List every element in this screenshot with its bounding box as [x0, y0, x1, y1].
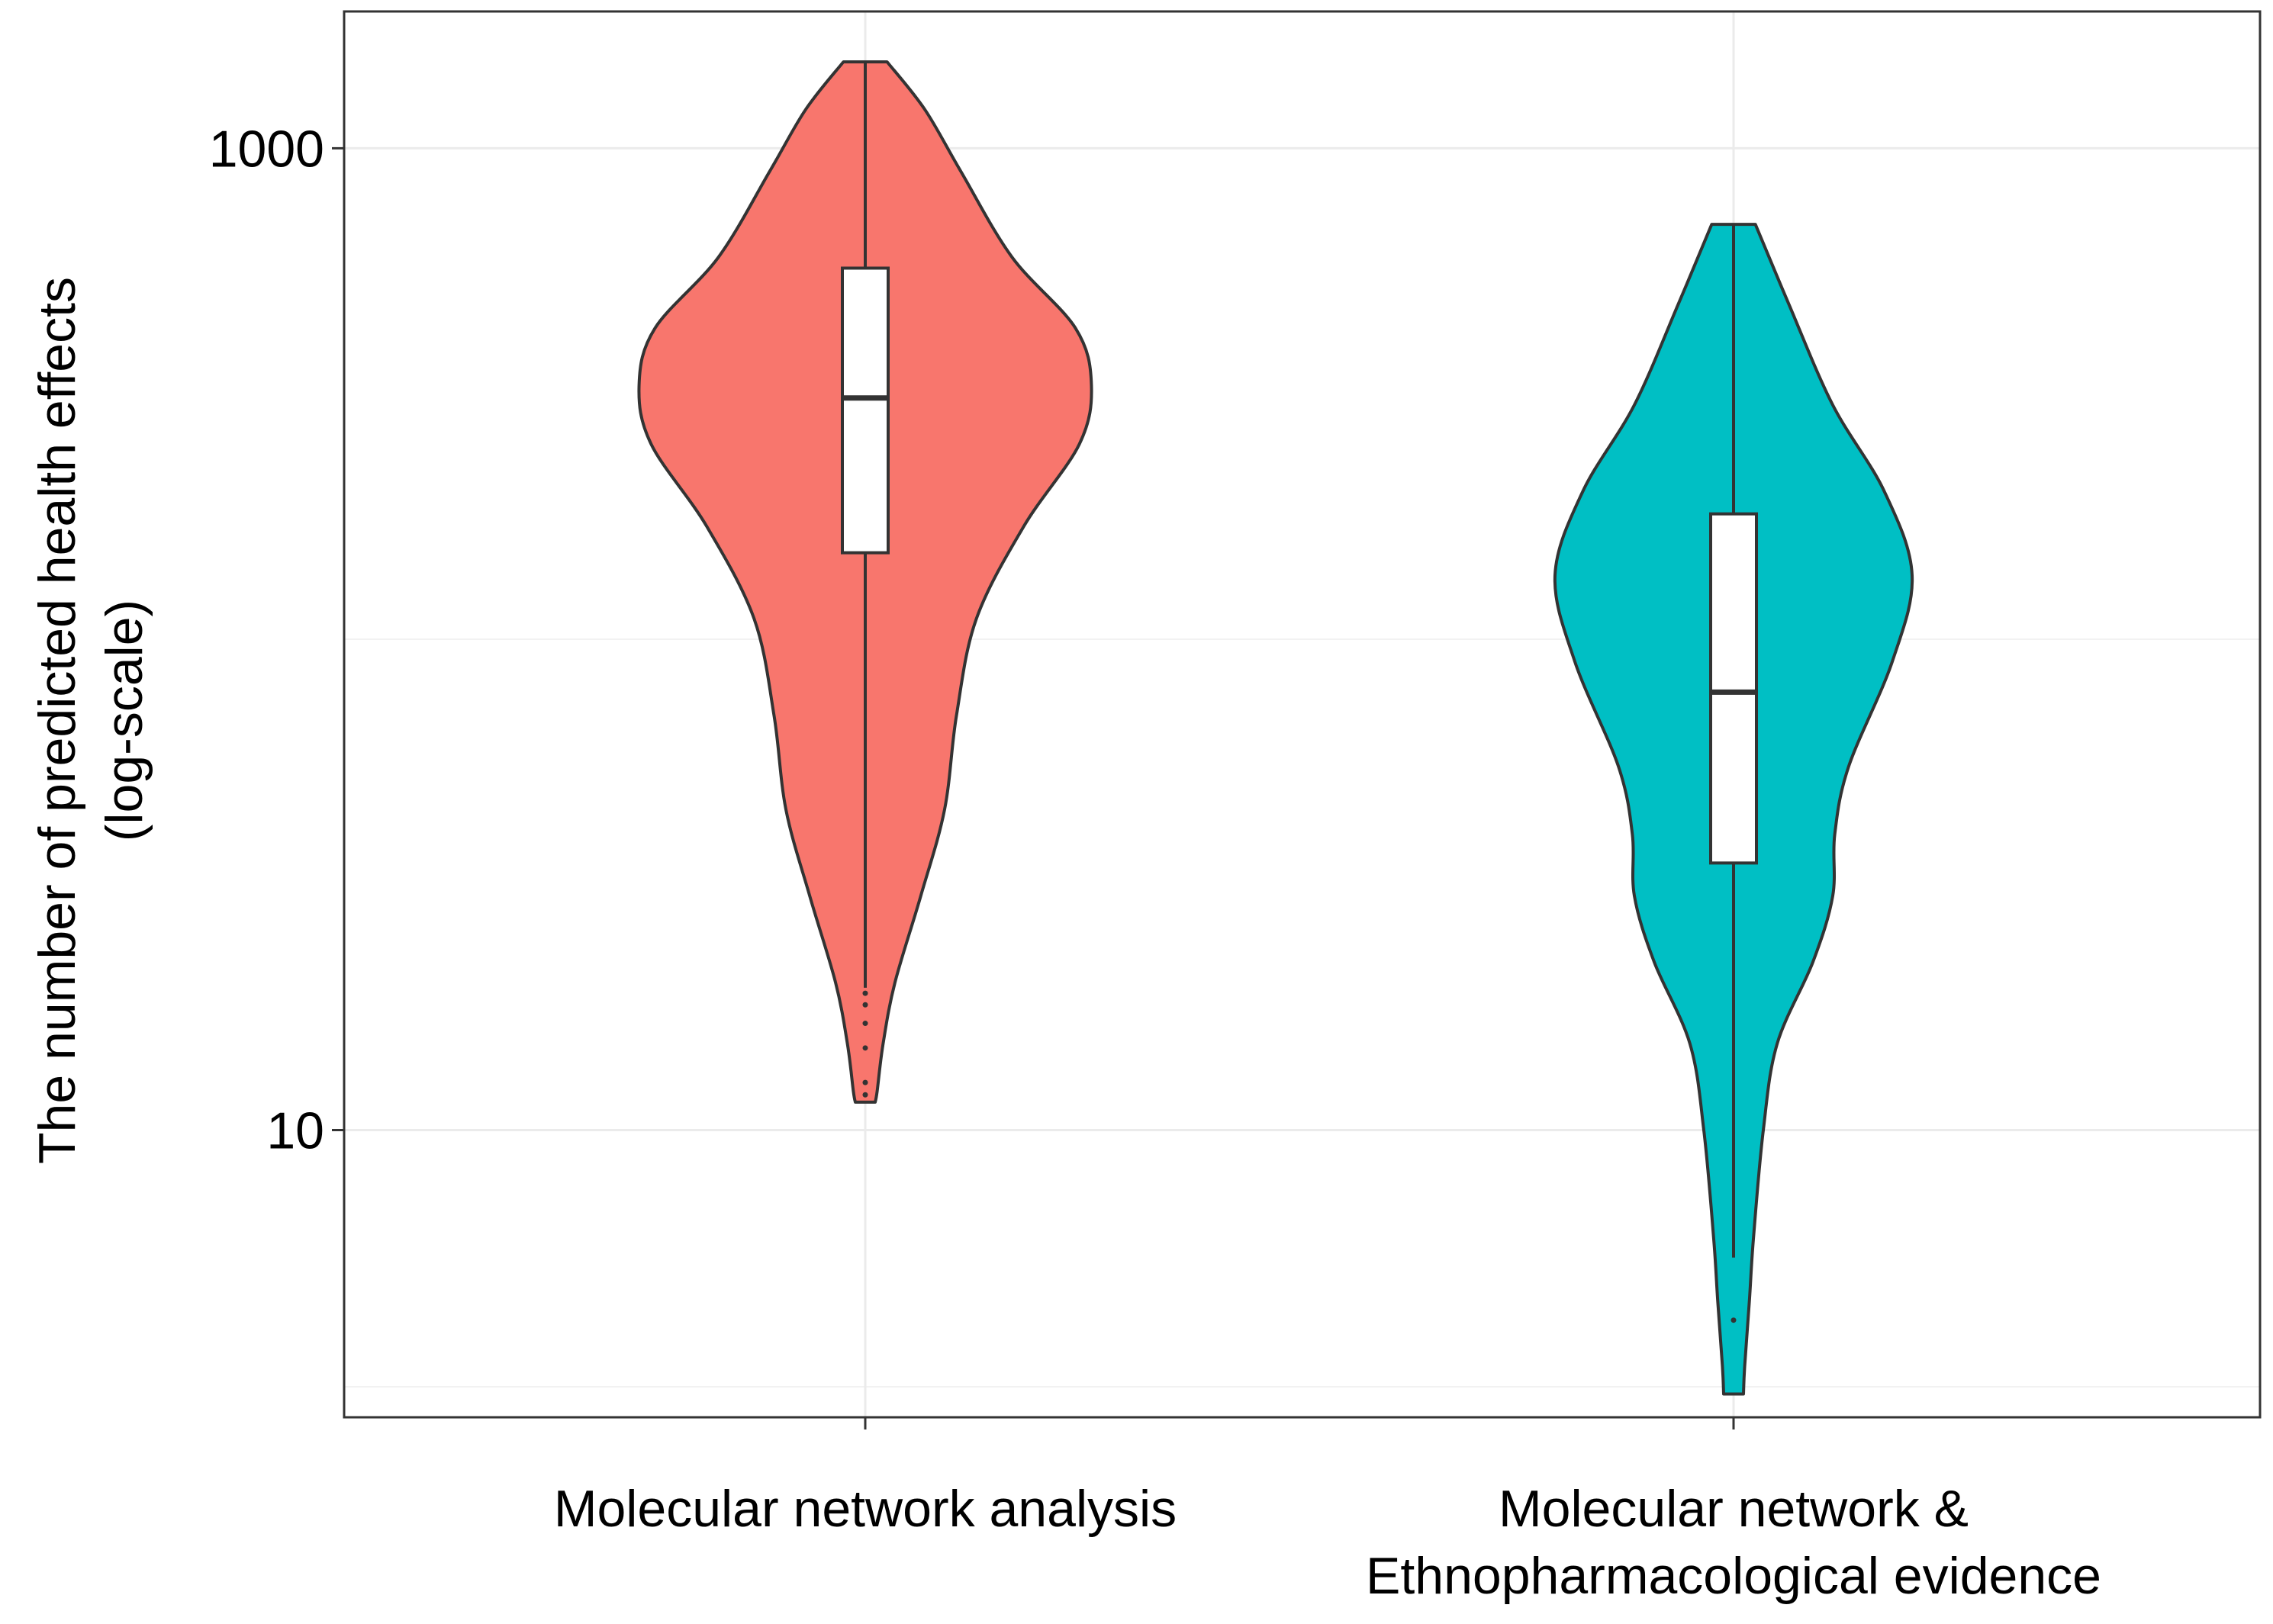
outlier-point [862, 1002, 868, 1008]
violins [637, 60, 1914, 1396]
plot-panel-border [343, 10, 2262, 1419]
box-mne [1709, 512, 1758, 865]
y-axis-title: The number of predicted health effects [28, 277, 86, 1164]
y-axis-title: (log-scale) [95, 600, 153, 841]
outlier-point [862, 990, 868, 996]
outlier-point [1731, 1317, 1737, 1323]
outlier-point [862, 1045, 868, 1051]
outlier-point [862, 1021, 868, 1027]
outlier-point [862, 1092, 868, 1098]
x-tick-label-mne: Ethnopharmacological evidence [1366, 1547, 2101, 1605]
y-tick-label: 1000 [209, 120, 324, 178]
y-tick-label: 10 [266, 1102, 324, 1160]
outlier-point [862, 1079, 868, 1085]
x-tick-label-mna: Molecular network analysis [554, 1480, 1177, 1538]
axes: 10 1000 Molecular network analysis Molecula… [28, 120, 2101, 1605]
x-tick-label-mne: Molecular network & [1499, 1480, 1969, 1538]
box-mna [841, 266, 890, 555]
